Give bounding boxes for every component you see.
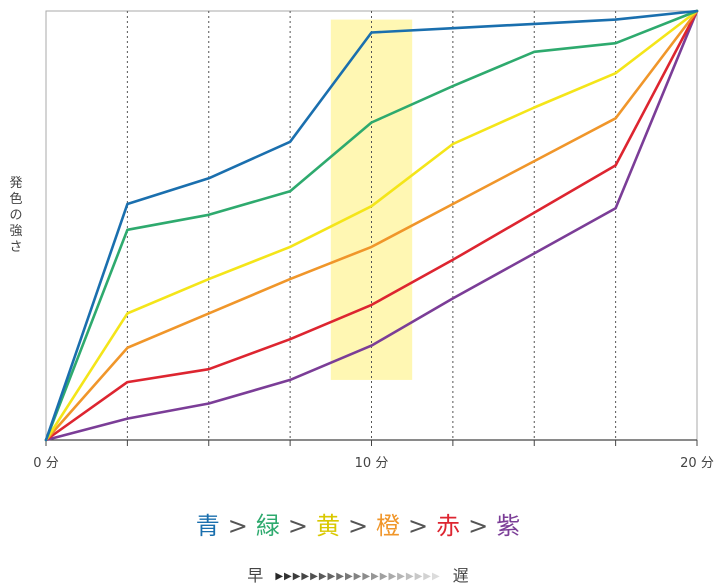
speed-slow-label: 遅 [452, 566, 469, 585]
speed-arrow-mark: ▶ [344, 571, 354, 582]
speed-arrow-mark: ▶ [405, 571, 415, 582]
y-axis-label: 発色の強さ [9, 176, 23, 255]
order-separator: > [287, 512, 308, 540]
order-separator: > [468, 512, 489, 540]
series-line-青 [44, 9, 699, 442]
series-line-黄 [44, 9, 699, 442]
speed-arrow-mark: ▶ [379, 571, 389, 582]
highlight-band [330, 19, 413, 380]
order-item-yellow: 黄 [315, 512, 340, 540]
speed-arrow-mark: ▶ [292, 571, 302, 582]
color-order-legend: 青 > 緑 > 黄 > 橙 > 赤 > 紫 [0, 506, 716, 541]
x-tick-label: 0 分 [33, 456, 58, 471]
speed-arrow-mark: ▶ [371, 571, 380, 582]
order-item-purple: 紫 [496, 512, 521, 540]
speed-arrows: ▶▶▶▶▶▶▶▶▶▶▶▶▶▶▶▶▶▶▶ [275, 571, 440, 582]
order-item-red: 赤 [436, 512, 461, 540]
speed-arrow-mark: ▶ [431, 571, 441, 582]
series-line-赤 [44, 9, 699, 442]
order-separator: > [227, 512, 248, 540]
speed-arrow-mark: ▶ [362, 571, 372, 582]
speed-arrow-mark: ▶ [388, 571, 398, 582]
order-item-orange: 橙 [376, 512, 401, 540]
speed-arrow-mark: ▶ [414, 571, 424, 582]
order-item-green: 緑 [255, 512, 280, 540]
x-tick-label: 10 分 [355, 456, 389, 471]
speed-arrow-mark: ▶ [301, 571, 311, 582]
order-separator: > [347, 512, 369, 540]
x-tick-label: 20 分 [680, 456, 714, 471]
series-line-橙 [44, 9, 699, 442]
speed-arrow-mark: ▶ [327, 571, 337, 582]
speed-arrow-mark: ▶ [318, 571, 328, 582]
speed-arrow-mark: ▶ [275, 571, 285, 582]
speed-arrow-mark: ▶ [397, 571, 406, 582]
speed-arrow-mark: ▶ [353, 571, 363, 582]
order-item-blue: 青 [195, 512, 220, 540]
series-line-緑 [44, 9, 699, 442]
speed-arrow-mark: ▶ [423, 571, 432, 582]
order-separator: > [408, 512, 429, 540]
speed-scale: 早 ▶▶▶▶▶▶▶▶▶▶▶▶▶▶▶▶▶▶▶ 遅 [0, 562, 716, 586]
speed-arrow-mark: ▶ [310, 571, 319, 582]
series-line-紫 [44, 9, 699, 442]
line-chart: 0 分 10 分 20 分 [33, 9, 714, 471]
speed-arrow-mark: ▶ [336, 571, 345, 582]
speed-fast-label: 早 [247, 566, 264, 585]
speed-arrow-mark: ▶ [284, 571, 293, 582]
